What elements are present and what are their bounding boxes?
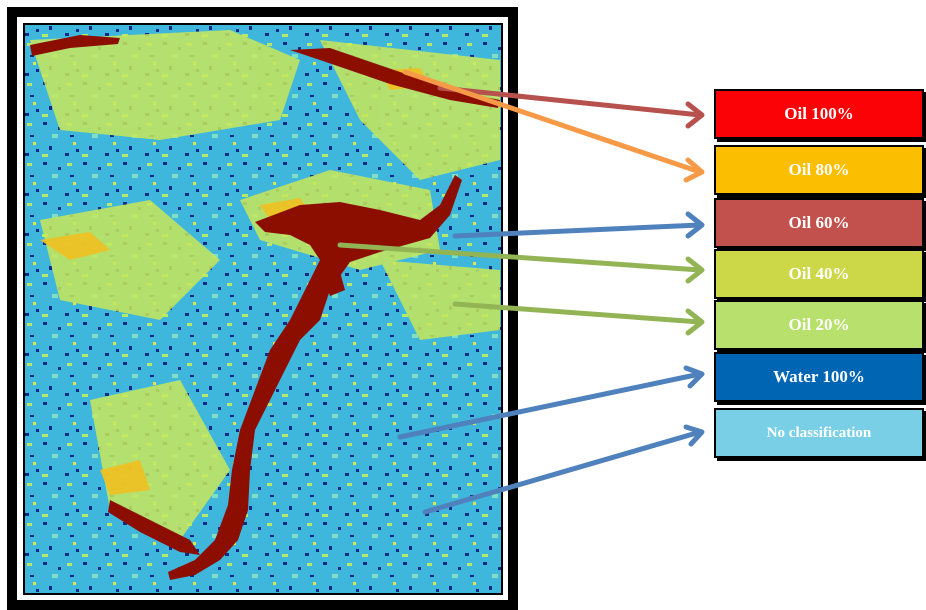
legend-label: Oil 100% [784,104,854,123]
arrow-oil-40 [337,242,705,284]
satellite-image [7,7,518,610]
arrow-no-classification [422,424,705,515]
legend-item-oil-20: Oil 20% [714,300,924,350]
legend-label: Oil 20% [788,315,850,334]
arrow-water-100 [397,365,705,440]
legend-label: Oil 60% [788,213,850,232]
legend-label: Oil 40% [788,264,850,283]
legend-item-oil-80: Oil 80% [714,145,924,195]
oil-slick [30,35,500,580]
arrow-oil-20 [452,301,705,336]
legend-item-water-100: Water 100% [714,352,924,402]
legend-item-oil-60: Oil 60% [714,198,924,248]
legend-label: No classification [766,424,872,441]
legend-label: Oil 80% [788,160,850,179]
yellow-green-regions [30,30,500,540]
arrows [337,69,705,515]
arrow-oil-80 [402,69,705,183]
legend-item-no-classification: No classification [714,408,924,458]
legend-label: Water 100% [773,367,865,386]
legend-item-oil-100: Oil 100% [714,89,924,139]
arrow-oil-100 [437,85,705,129]
arrow-oil-60 [452,211,705,239]
legend-item-oil-40: Oil 40% [714,249,924,299]
